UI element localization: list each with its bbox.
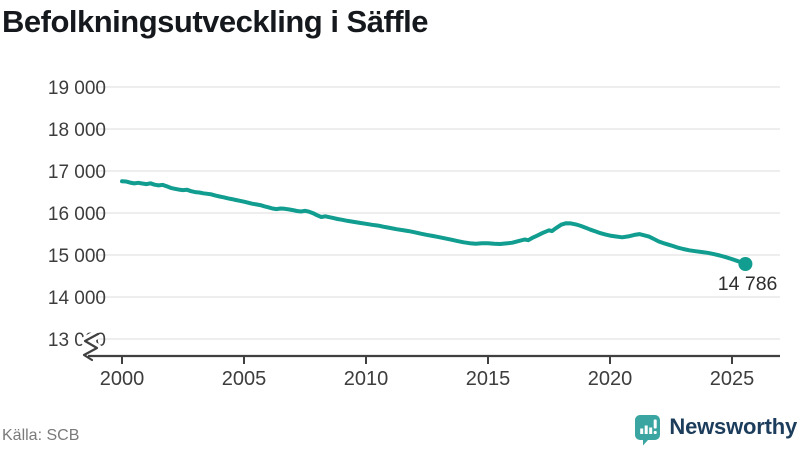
y-tick-label: 16 000 bbox=[48, 204, 106, 225]
y-tick-label: 18 000 bbox=[48, 120, 106, 141]
axis-break-squiggle bbox=[82, 332, 100, 362]
newsworthy-wordmark: Newsworthy bbox=[669, 414, 797, 439]
y-tick-label: 14 000 bbox=[48, 288, 106, 309]
source-credit: Källa: SCB bbox=[2, 427, 80, 444]
x-tick-label: 2020 bbox=[588, 368, 633, 390]
x-tick-label: 2005 bbox=[222, 368, 267, 390]
y-tick-label: 15 000 bbox=[48, 246, 106, 267]
end-point-marker bbox=[738, 256, 753, 271]
end-point-value-label: 14 786 bbox=[718, 273, 778, 295]
newsworthy-logo: Newsworthy bbox=[634, 414, 797, 446]
y-tick-label: 17 000 bbox=[48, 162, 106, 183]
y-tick-label: 19 000 bbox=[48, 78, 106, 99]
x-tick-label: 2000 bbox=[100, 368, 145, 390]
page-title: Befolkningsutveckling i Säffle bbox=[2, 4, 428, 39]
x-tick-label: 2010 bbox=[344, 368, 389, 390]
x-tick-label: 2025 bbox=[710, 368, 755, 390]
newsworthy-bubble-chart-icon bbox=[635, 415, 661, 446]
x-tick-label: 2015 bbox=[466, 368, 511, 390]
population-line bbox=[120, 179, 748, 266]
